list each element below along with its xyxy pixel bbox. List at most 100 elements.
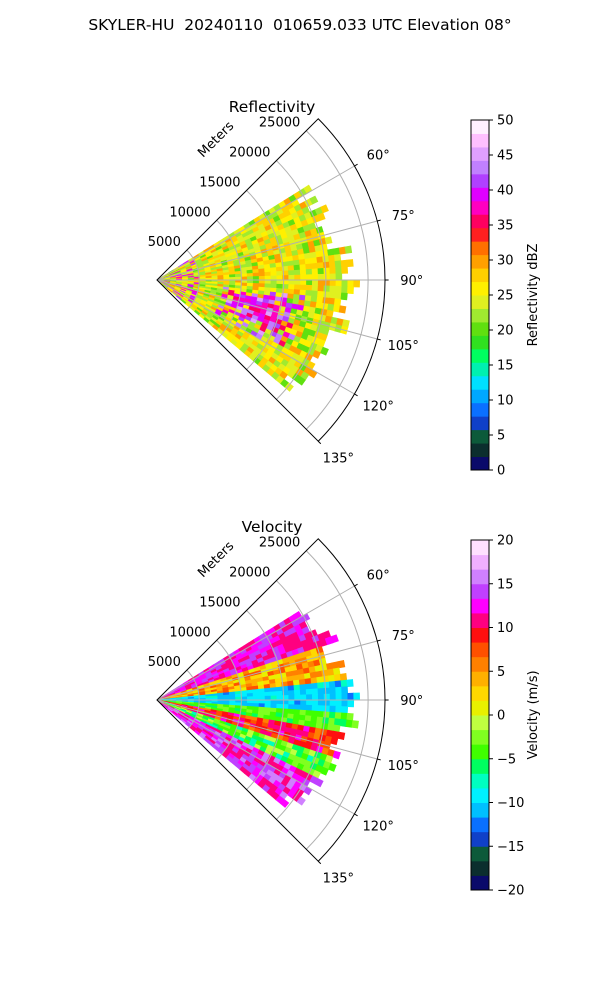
data-cell: [341, 266, 349, 274]
radial-tick-label: 10000: [169, 625, 210, 640]
angle-tick-label: 135°: [323, 451, 354, 466]
data-cell: [329, 273, 337, 281]
data-cell: [306, 274, 313, 281]
colorbar-segment: [471, 787, 489, 803]
colorbar-segment: [471, 569, 489, 585]
data-cell: [328, 762, 337, 772]
data-cell: [300, 279, 307, 286]
data-cell: [334, 292, 342, 300]
colorbar: −20 −15 −10 −5 0 5 10 15 20 Velocity (m/s): [470, 534, 541, 899]
data-cell: [341, 699, 349, 708]
data-cell: [270, 691, 278, 697]
data-cell: [332, 667, 341, 676]
data-cell: [322, 675, 330, 683]
data-cell: [246, 696, 254, 701]
data-cell: [246, 272, 254, 278]
sector-frame: [156, 118, 386, 442]
data-cell: [320, 346, 329, 356]
colorbar-tick-label: 45: [497, 149, 514, 164]
colorbar-segment: [471, 402, 489, 417]
data-cell: [304, 258, 312, 265]
colorbar-segment: [471, 744, 489, 760]
data-cell: [280, 798, 290, 808]
reflectivity-panel: 60° 75° 90° 105° 120° 135° 5000 10000 15000 20000…: [148, 98, 541, 479]
data-cell: [346, 712, 354, 721]
data-cell: [312, 350, 321, 359]
data-cell: [322, 255, 330, 263]
colorbar-segment: [471, 700, 489, 716]
data-cell: [335, 699, 343, 707]
data-cell: [328, 717, 336, 726]
data-cell: [294, 274, 301, 281]
data-cell: [322, 261, 331, 269]
data-cell: [317, 279, 325, 287]
angle-tick-label: 90°: [400, 274, 423, 289]
radial-tick-label: 10000: [169, 205, 210, 220]
angle-tick-label: 60°: [367, 569, 390, 584]
colorbar-tick-label: 25: [497, 289, 514, 304]
data-cell: [317, 705, 325, 713]
angle-tick-label: 120°: [363, 819, 394, 834]
angle-tick-label: 60°: [367, 149, 390, 164]
data-cell: [322, 297, 330, 305]
data-cell: [333, 253, 342, 262]
colorbar-segment: [471, 416, 489, 431]
data-cell: [347, 692, 355, 701]
data-cell: [305, 704, 313, 712]
data-cell: [270, 283, 278, 289]
angle-tick: [317, 440, 322, 445]
angle-tick: [354, 813, 358, 817]
data-cell: [334, 712, 342, 720]
azimuth-spoke: [156, 279, 355, 395]
angle-tick-label: 75°: [392, 629, 415, 644]
angle-tick-label: 105°: [388, 339, 419, 354]
angle-tick: [317, 860, 322, 865]
data-cell: [296, 796, 306, 806]
colorbar-segment: [471, 642, 489, 658]
colorbar-tick-label: 15: [497, 359, 514, 374]
data-cell: [300, 694, 307, 701]
data-cell: [252, 276, 260, 281]
data-cell: [335, 686, 343, 695]
data-cell: [339, 673, 348, 682]
colorbar-tick-label: 0: [497, 709, 505, 724]
angle-tick: [354, 163, 358, 167]
data-cell: [299, 704, 307, 711]
colorbar-segment: [471, 831, 489, 847]
data-cell: [340, 292, 348, 301]
colorbar-segment: [471, 308, 489, 323]
data-cell: [311, 710, 319, 718]
data-cell: [270, 271, 278, 277]
data-cell: [264, 699, 272, 705]
data-cell: [317, 273, 325, 281]
data-cell: [258, 279, 266, 285]
colorbar-tick-label: 15: [497, 577, 514, 592]
data-cell: [322, 711, 331, 719]
data-cell: [317, 699, 325, 707]
colorbar-segment: [471, 802, 489, 818]
data-cell: [294, 694, 301, 701]
data-cell: [316, 676, 324, 684]
data-cell: [293, 269, 301, 276]
data-cell: [323, 279, 331, 287]
colorbar-segment: [471, 146, 489, 161]
data-cell: [329, 687, 337, 695]
colorbar-segment: [471, 758, 489, 774]
data-cell: [311, 290, 319, 298]
data-cell: [340, 712, 348, 721]
data-cell: [322, 681, 331, 689]
azimuth-spoke: [156, 279, 378, 340]
data-cell: [328, 297, 336, 306]
radial-tick-label: 15000: [199, 175, 240, 190]
data-cell: [310, 677, 318, 685]
data-cell: [270, 703, 278, 709]
data-cell: [322, 291, 331, 299]
data-cell: [329, 699, 337, 707]
data-cell: [305, 268, 313, 276]
data-cell: [288, 270, 295, 276]
data-cell: [287, 260, 295, 267]
colorbar-tick-label: −5: [497, 752, 516, 767]
data-cell: [330, 736, 339, 746]
data-cell: [299, 684, 307, 691]
colorbar-segment: [471, 554, 489, 570]
